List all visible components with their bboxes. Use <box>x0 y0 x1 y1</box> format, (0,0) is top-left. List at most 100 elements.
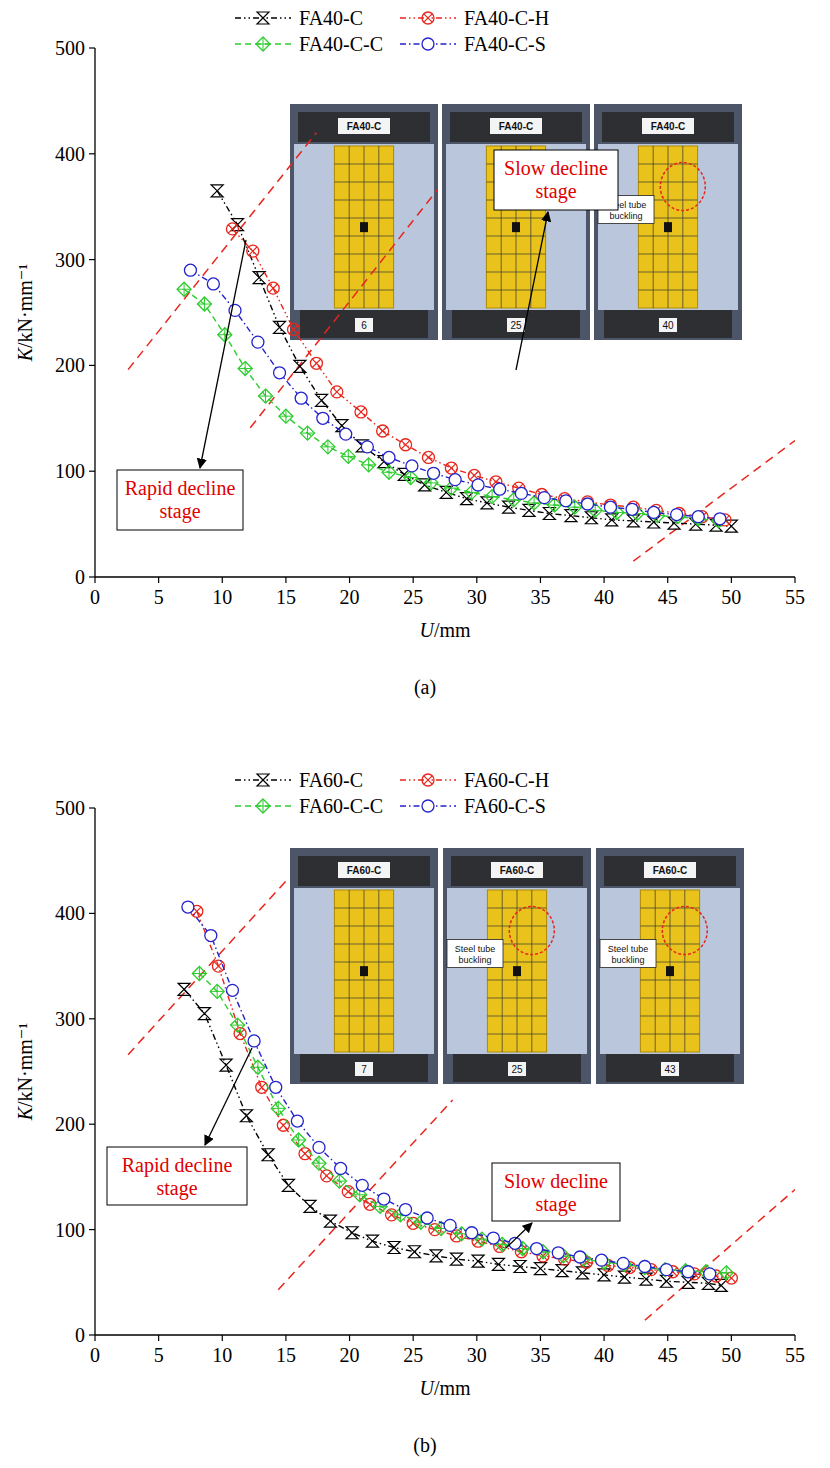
marker-shape <box>332 1174 346 1188</box>
photo-number-bg <box>355 1062 373 1076</box>
data-point <box>238 362 252 376</box>
x-tick-label: 50 <box>721 1344 741 1366</box>
marker-shape <box>543 508 555 520</box>
buckling-ellipse <box>509 907 554 955</box>
photo-sign <box>491 862 543 878</box>
photo: FA60-C25Steel tubebuckling <box>443 848 591 1084</box>
marker-shape <box>362 458 376 472</box>
annotation-box <box>117 470 243 530</box>
marker-shape <box>256 799 270 813</box>
data-point <box>606 514 618 526</box>
marker-shape <box>197 297 211 311</box>
marker-shape <box>515 487 527 499</box>
data-point <box>346 1227 358 1239</box>
x-tick-label: 50 <box>721 586 741 608</box>
marker-shape <box>341 449 355 463</box>
legend-entry: FA40-C-S <box>400 33 546 55</box>
photo-column <box>640 890 699 1052</box>
marker-shape <box>357 408 365 416</box>
marker-shape <box>422 38 434 50</box>
data-point <box>251 1060 265 1074</box>
photo-frame <box>298 856 430 886</box>
photo-curtain <box>598 144 738 310</box>
data-point <box>294 360 306 372</box>
photo-curtain <box>294 144 434 310</box>
photo-bg <box>594 104 742 340</box>
photo-number: 7 <box>361 1064 367 1075</box>
marker-shape <box>295 392 307 404</box>
x-tick <box>94 1335 95 1341</box>
marker-shape <box>310 357 322 369</box>
data-point <box>714 513 726 525</box>
marker-shape <box>301 1150 309 1158</box>
marker-shape <box>574 1251 586 1263</box>
marker-shape <box>321 1170 333 1182</box>
marker-shape <box>638 1261 652 1275</box>
data-point <box>428 467 440 479</box>
marker-shape <box>178 983 190 995</box>
annotation-box <box>492 1163 620 1221</box>
marker-shape <box>719 1266 733 1280</box>
data-point <box>515 487 527 499</box>
marker-shape <box>197 297 211 311</box>
y-tick <box>89 1124 95 1125</box>
marker-shape <box>494 483 506 495</box>
data-point <box>207 278 219 290</box>
x-tick <box>222 1335 223 1341</box>
data-point <box>574 1251 586 1263</box>
data-point <box>450 1253 462 1265</box>
buckling-ellipse <box>660 163 705 211</box>
data-point <box>356 1179 368 1191</box>
annotation-line: Rapid decline <box>125 477 236 500</box>
data-point <box>295 392 307 404</box>
title-part: /mm <box>434 1377 471 1399</box>
data-point <box>301 426 315 440</box>
photo-base <box>604 310 732 338</box>
data-point <box>262 1149 274 1161</box>
marker-shape <box>617 1257 631 1271</box>
y-tick <box>89 1018 95 1019</box>
photo-grid <box>349 146 350 308</box>
marker-shape <box>238 362 252 376</box>
y-tick-label: 300 <box>55 249 85 271</box>
y-tick-label: 0 <box>75 1324 85 1346</box>
marker-shape <box>271 1101 285 1115</box>
y-tick-label: 400 <box>55 902 85 924</box>
marker-shape <box>291 1115 303 1127</box>
data-point <box>226 223 238 235</box>
marker-shape <box>210 984 224 998</box>
panel: FA40-C6FA40-C25FA40-C40Steel tubebucklin… <box>14 7 805 699</box>
y-tick <box>89 576 95 577</box>
annotation-line: stage <box>159 500 200 523</box>
marker-shape <box>424 776 432 784</box>
marker-shape <box>231 1018 245 1032</box>
photo-number-bg <box>355 318 373 332</box>
data-point <box>267 282 279 294</box>
photo: FA60-C43Steel tubebuckling <box>596 848 744 1084</box>
y-tick <box>89 153 95 154</box>
series-line <box>232 229 725 520</box>
photo: FA40-C6 <box>290 104 438 340</box>
data-point <box>560 495 572 507</box>
x-tick <box>158 1335 159 1341</box>
marker-shape <box>270 1081 282 1093</box>
buckling-line: buckling <box>611 955 644 965</box>
annotation-text: Slow declinestage <box>504 157 608 203</box>
x-tick-label: 40 <box>594 586 614 608</box>
x-tick-label: 0 <box>90 1344 100 1366</box>
x-tick-label: 5 <box>154 1344 164 1366</box>
marker-shape <box>404 471 418 485</box>
photo-frame <box>604 856 736 886</box>
marker-shape <box>274 321 286 333</box>
series-line <box>184 989 721 1285</box>
data-point <box>248 1035 260 1047</box>
marker-shape <box>450 1253 462 1265</box>
x-tick <box>94 577 95 583</box>
buckling-line: Steel tube <box>608 944 649 954</box>
photo-grid <box>378 890 379 1052</box>
marker-shape <box>534 1263 546 1275</box>
x-tick-label: 5 <box>154 586 164 608</box>
stage-line <box>250 190 437 428</box>
data-point <box>503 501 515 513</box>
photo-sign <box>644 862 696 878</box>
